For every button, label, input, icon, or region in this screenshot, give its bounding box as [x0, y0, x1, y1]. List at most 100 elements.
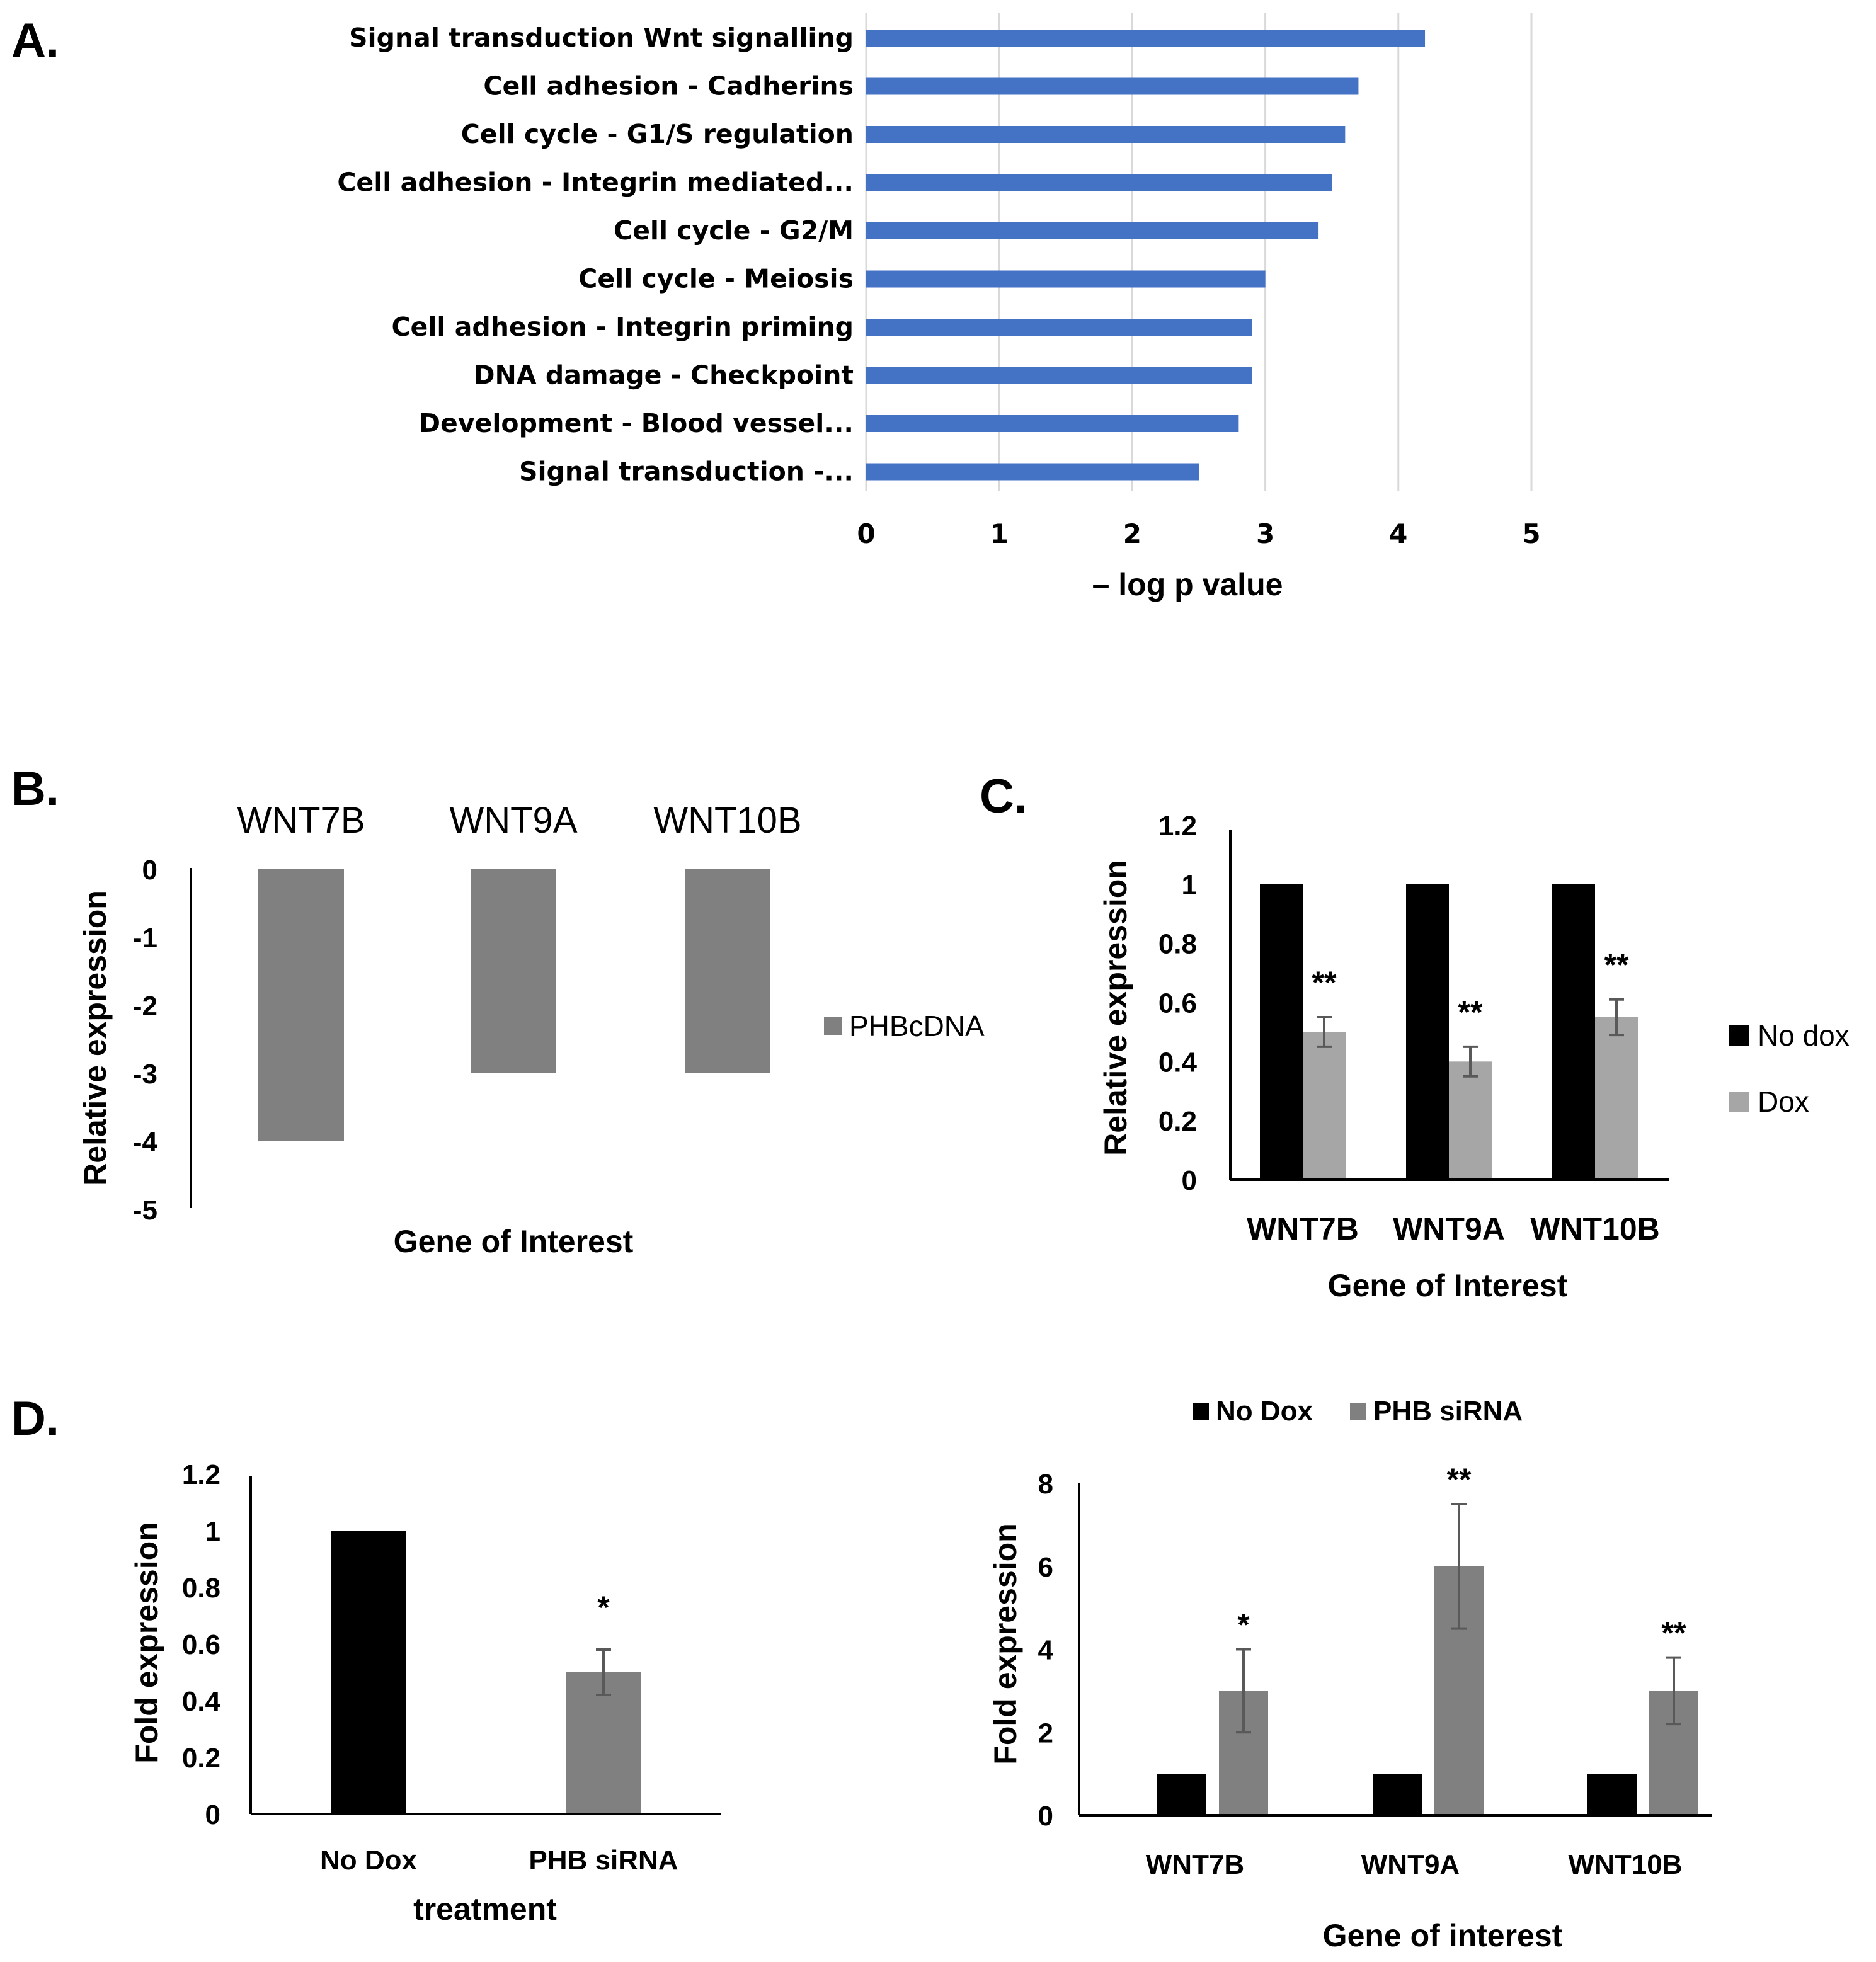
panel-d-treatment-x-axis-title: treatment [413, 1891, 557, 1927]
panel-d-genes-legend-label-no-dox: No Dox [1216, 1396, 1313, 1427]
panel-c-significance-marker: ** [1604, 947, 1629, 983]
panel-b-y-tick-label: -1 [133, 923, 157, 954]
panel-b-letter: B. [11, 762, 59, 816]
panel-a-category-label: DNA damage - Checkpoint [474, 360, 854, 391]
panel-d-genes-bar-no-dox [1373, 1774, 1422, 1815]
panel-d-genes-significance-marker: ** [1447, 1462, 1472, 1497]
panel-b-bar [471, 869, 556, 1073]
panel-d-genes-legend-swatch-no-dox [1193, 1403, 1209, 1420]
panel-d-genes-x-tick-label: WNT9A [1361, 1849, 1460, 1880]
panel-a-bar [866, 30, 1426, 47]
panel-b-y-tick-label: -4 [133, 1127, 158, 1158]
panel-a-bar [866, 319, 1252, 336]
panel-c-bar-dox [1595, 1017, 1638, 1180]
panel-d-genes-x-tick-label: WNT7B [1146, 1849, 1244, 1880]
panel-c-bar-dox [1449, 1061, 1492, 1180]
panel-b-y-tick-label: -5 [133, 1195, 157, 1226]
panel-d-treatment-significance-marker: * [597, 1590, 610, 1625]
panel-d-treatment-x-tick-label: PHB siRNA [529, 1845, 678, 1876]
panel-a-category-label: Cell cycle - G2/M [614, 215, 854, 246]
panel-b-legend-label: PHBcDNA [849, 1010, 985, 1042]
panel-b-y-tick-label: -3 [133, 1059, 157, 1090]
panel-a-category-label: Signal transduction -... [519, 457, 854, 487]
panel-a-bar [866, 222, 1319, 239]
panel-c-y-axis-title: Relative expression [1098, 860, 1133, 1156]
panel-d-treatment: D. * 0 0.2 0.4 0.6 0.8 1 1.2 No Dox PHB siRNA F… [11, 1392, 721, 1927]
panel-c-y-tick-label: 1 [1182, 870, 1197, 901]
panel-d-treatment-y-tick-label: 0.8 [182, 1573, 220, 1604]
panel-c-bar-no-dox [1406, 884, 1449, 1180]
panel-b-bar [258, 869, 344, 1141]
panel-c-x-tick-label: WNT7B [1247, 1211, 1359, 1246]
panel-c-bar-dox [1303, 1032, 1346, 1180]
panel-c-significance-marker: ** [1458, 995, 1483, 1030]
panel-d-genes-x-tick-label: WNT10B [1569, 1849, 1683, 1880]
panel-a-x-axis-title: – log p value [1092, 567, 1283, 602]
panel-a-x-tick-label: 2 [1123, 518, 1141, 549]
panel-d-genes-y-axis-title: Fold expression [988, 1523, 1023, 1764]
panel-c-legend-swatch-no-dox [1729, 1025, 1749, 1046]
panel-a-x-tick-label: 1 [990, 518, 1009, 549]
panel-d-genes-y-tick-label: 0 [1038, 1801, 1053, 1832]
panel-a-bar [866, 463, 1199, 481]
panel-a-bar [866, 126, 1346, 143]
panel-a-letter: A. [11, 14, 59, 67]
panel-b: B. WNT7B WNT9A WNT10B 0 -1 -2 -3 -4 -5 Relative… [11, 762, 985, 1259]
panel-d-treatment-y-tick-label: 1 [205, 1516, 220, 1547]
panel-c-legend-label-dox: Dox [1758, 1085, 1809, 1118]
panel-c-bar-no-dox [1260, 884, 1303, 1180]
panel-c-letter: C. [980, 770, 1027, 823]
panel-c-legend-label-no-dox: No dox [1758, 1019, 1850, 1052]
panel-c-bar-no-dox [1552, 884, 1595, 1180]
panel-d-treatment-y-tick-label: 0.6 [182, 1629, 220, 1660]
panel-a-x-tick-label: 0 [857, 518, 875, 549]
panel-d-treatment-bar [331, 1531, 406, 1814]
panel-b-gene-label: WNT7B [237, 800, 365, 841]
panel-a-category-label: Cell adhesion - Integrin mediated... [337, 168, 854, 198]
panel-a-category-label: Cell adhesion - Integrin priming [391, 312, 854, 342]
panel-a-category-label: Cell cycle - G1/S regulation [461, 119, 854, 149]
panel-a-bar [866, 174, 1332, 191]
panel-d-genes-y-tick-label: 8 [1038, 1469, 1053, 1500]
panel-c-y-tick-label: 0.2 [1158, 1106, 1197, 1137]
panel-b-legend-swatch [824, 1017, 842, 1035]
panel-b-gene-label: WNT10B [653, 800, 801, 841]
panel-a-category-label: Development - Blood vessel... [419, 408, 854, 438]
panel-a-bar [866, 77, 1359, 95]
panel-a-category-label: Cell adhesion - Cadherins [483, 71, 854, 101]
panel-d-treatment-y-tick-label: 0.4 [182, 1686, 221, 1717]
panel-d-genes-y-tick-label: 4 [1038, 1635, 1054, 1666]
panel-d-treatment-x-tick-label: No Dox [320, 1845, 418, 1876]
panel-d-genes-y-tick-label: 2 [1038, 1718, 1053, 1748]
panel-a: A. Signal transduction Wnt signalling Cel… [11, 13, 1541, 602]
panel-b-y-tick-label: 0 [142, 855, 157, 886]
panel-d-genes-legend-label-phb-sirna: PHB siRNA [1373, 1396, 1523, 1427]
panel-c-y-tick-label: 0.8 [1158, 929, 1197, 960]
panel-c-x-tick-label: WNT9A [1393, 1211, 1505, 1246]
panel-a-bar [866, 270, 1266, 288]
panel-d-treatment-y-tick-label: 1.2 [182, 1459, 220, 1490]
panel-a-bar [866, 367, 1252, 384]
panel-d-treatment-y-axis-title: Fold expression [129, 1522, 164, 1763]
panel-a-x-tick-label: 5 [1522, 518, 1540, 549]
panel-c-x-tick-label: WNT10B [1530, 1211, 1660, 1246]
panel-b-bar [685, 869, 770, 1073]
panel-d-letter: D. [11, 1392, 59, 1446]
panel-b-x-axis-title: Gene of Interest [394, 1224, 634, 1259]
panel-a-category-label: Signal transduction Wnt signalling [349, 23, 854, 53]
panel-d-genes-bar-no-dox [1587, 1774, 1637, 1815]
panel-c: C. ** ** ** 0 0.2 0.4 0.6 0.8 1 1.2 WNT7B WNT9A WN… [980, 770, 1850, 1303]
panel-b-gene-label: WNT9A [450, 800, 578, 841]
panel-b-y-tick-label: -2 [133, 991, 157, 1022]
panel-c-y-tick-label: 0 [1182, 1165, 1197, 1196]
panel-c-y-tick-label: 1.2 [1158, 811, 1197, 841]
panel-d-genes-legend-swatch-phb-sirna [1350, 1403, 1366, 1420]
panel-c-y-tick-label: 0.6 [1158, 988, 1197, 1019]
panel-a-x-tick-label: 4 [1389, 518, 1407, 549]
panel-d-genes-bar-no-dox [1157, 1774, 1206, 1815]
panel-c-significance-marker: ** [1312, 965, 1337, 1000]
panel-d-genes-significance-marker: ** [1662, 1616, 1686, 1651]
panel-d-genes-x-axis-title: Gene of interest [1323, 1918, 1563, 1953]
